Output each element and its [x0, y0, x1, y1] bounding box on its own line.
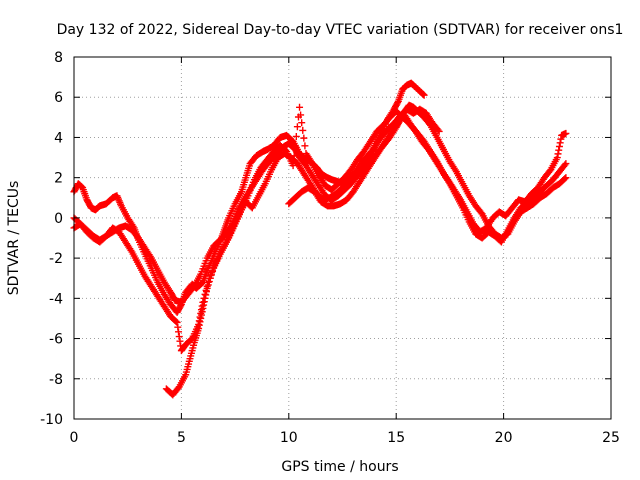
y-tick-label: -6 — [49, 332, 63, 348]
x-tick-label: 5 — [177, 430, 186, 446]
y-axis: -10 -8 -6 -4 -2 0 2 4 6 8 — [40, 50, 611, 428]
y-tick-label: 0 — [54, 211, 63, 227]
data-point — [198, 308, 206, 316]
data-point — [394, 99, 402, 107]
data-point — [206, 274, 214, 282]
data-point — [174, 323, 182, 331]
data-point — [562, 174, 570, 182]
data-point — [203, 284, 211, 292]
data-point — [301, 142, 309, 150]
x-axis: 0 5 10 15 20 25 — [70, 57, 620, 446]
data-point — [557, 135, 565, 143]
data-point — [175, 328, 183, 336]
data-point — [195, 325, 203, 332]
data-point — [205, 278, 213, 286]
data-point — [199, 304, 207, 312]
data-point — [555, 146, 563, 154]
data-point — [435, 127, 443, 135]
data-point — [200, 301, 208, 309]
x-tick-label: 0 — [70, 430, 79, 446]
x-axis-label: GPS time / hours — [281, 459, 398, 475]
grid — [74, 57, 611, 419]
y-axis-label: SDTVAR / TECUs — [6, 181, 22, 296]
y-tick-label: 4 — [54, 130, 63, 146]
data-point — [293, 123, 301, 131]
data-point — [195, 321, 203, 329]
series-track-4 — [162, 105, 443, 399]
data-point — [300, 134, 308, 142]
data-point — [207, 271, 215, 279]
data-point — [292, 132, 300, 140]
x-tick-label: 20 — [495, 430, 513, 446]
data-point — [204, 281, 212, 289]
chart-title: Day 132 of 2022, Sidereal Day-to-day VTE… — [57, 22, 624, 38]
y-tick-label: -4 — [49, 291, 63, 307]
data-point — [202, 291, 210, 299]
data-point — [420, 91, 428, 99]
data-point — [562, 129, 570, 137]
y-tick-label: -2 — [49, 251, 63, 267]
data-point — [553, 154, 561, 162]
y-tick-label: 8 — [54, 50, 63, 66]
series-track-5 — [285, 111, 570, 246]
data-point — [201, 294, 209, 302]
data-point — [561, 175, 569, 183]
data-point — [555, 142, 563, 150]
data-point — [176, 337, 184, 345]
y-tick-label: -8 — [49, 372, 63, 388]
data-point — [291, 142, 299, 150]
data-point — [172, 317, 180, 325]
data-point — [175, 333, 183, 341]
data-point — [197, 314, 205, 322]
data-point — [202, 288, 210, 296]
x-tick-label: 25 — [602, 430, 620, 446]
data-point — [296, 103, 304, 111]
data-point — [196, 318, 204, 326]
data-points — [70, 79, 570, 399]
y-tick-label: 2 — [54, 171, 63, 187]
data-point — [200, 298, 208, 306]
data-point — [298, 119, 306, 127]
data-point — [556, 139, 564, 147]
y-tick-label: -10 — [40, 412, 63, 428]
data-point — [297, 111, 305, 119]
plot-frame — [73, 56, 612, 420]
y-tick-label: 6 — [54, 90, 63, 106]
x-tick-label: 15 — [387, 430, 405, 446]
data-point — [299, 126, 307, 134]
data-point — [173, 318, 181, 326]
data-point — [561, 161, 569, 169]
data-point — [434, 126, 442, 134]
series-track-3 — [70, 103, 570, 355]
data-point — [197, 311, 205, 319]
x-tick-label: 10 — [280, 430, 298, 446]
data-point — [562, 160, 570, 168]
data-point — [209, 268, 217, 276]
data-point — [554, 150, 562, 158]
